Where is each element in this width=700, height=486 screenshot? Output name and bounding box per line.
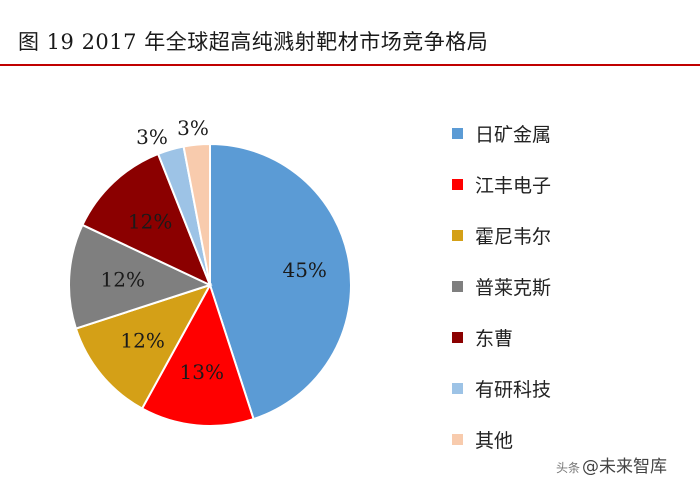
pie-slice-7	[182, 142, 211, 286]
legend-swatch	[452, 230, 463, 241]
legend-item: 江丰电子	[452, 159, 551, 210]
chart-title: 图 19 2017 年全球超高纯溅射靶材市场竞争格局	[18, 30, 489, 54]
legend-swatch	[452, 128, 463, 139]
pie-slice-5	[81, 152, 212, 287]
legend-label: 普莱克斯	[475, 277, 552, 299]
pie-label-3: 12%	[120, 329, 164, 353]
legend-swatch	[452, 434, 463, 445]
legend-item: 有研科技	[452, 363, 551, 414]
pie-label-5: 12%	[128, 209, 172, 233]
legend-item: 日矿金属	[452, 108, 551, 159]
chart-legend: 日矿金属江丰电子霍尼韦尔普莱克斯东曹有研科技其他	[452, 108, 551, 465]
pie-slice-2	[140, 282, 255, 427]
legend-swatch	[452, 281, 463, 292]
pie-label-6: 3%	[136, 125, 168, 149]
pie-slice-3	[74, 283, 213, 410]
legend-item: 东曹	[452, 312, 551, 363]
legend-label: 有研科技	[475, 379, 552, 401]
watermark-prefix: 头条	[556, 461, 581, 475]
title-divider	[0, 64, 700, 66]
pie-slice-1	[209, 142, 352, 421]
pie-label-2: 13%	[180, 360, 224, 384]
legend-swatch	[452, 383, 463, 394]
pie-label-7: 3%	[177, 116, 209, 140]
legend-item: 其他	[452, 414, 551, 465]
watermark: 头条 @未来智库	[556, 452, 667, 477]
legend-item: 普莱克斯	[452, 261, 551, 312]
legend-label: 江丰电子	[475, 175, 552, 197]
legend-label: 日矿金属	[475, 124, 552, 146]
legend-swatch	[452, 179, 463, 190]
pie-label-1: 45%	[282, 258, 326, 282]
legend-item: 霍尼韦尔	[452, 210, 551, 261]
pie-slice-4	[68, 223, 213, 330]
pie-label-4: 12%	[101, 268, 145, 292]
legend-label: 其他	[475, 430, 514, 452]
legend-label: 东曹	[475, 328, 514, 350]
watermark-text: @未来智库	[582, 457, 668, 477]
legend-swatch	[452, 332, 463, 343]
legend-label: 霍尼韦尔	[475, 226, 552, 248]
